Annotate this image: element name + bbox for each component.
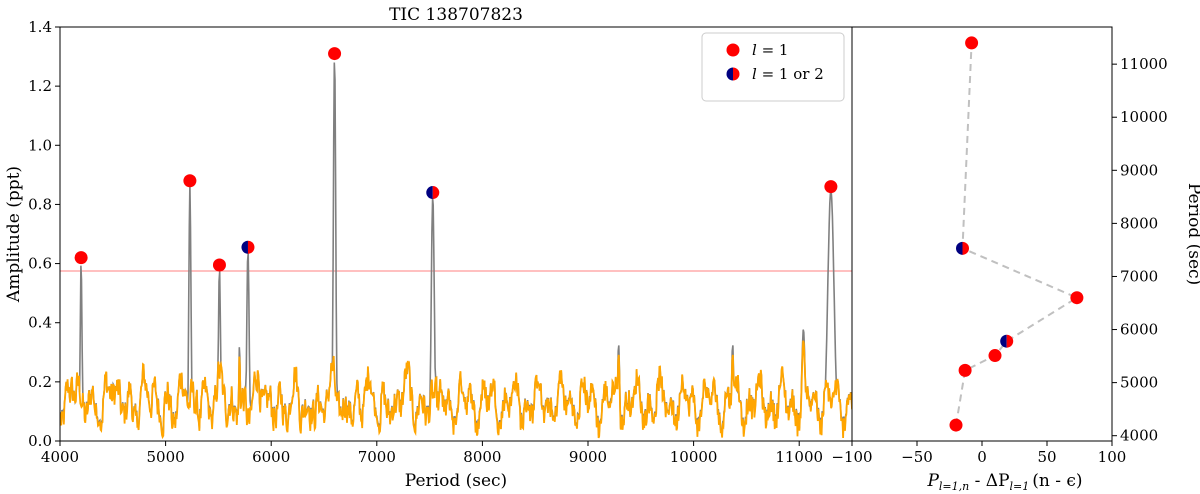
left-x-axis-label: Period (sec) xyxy=(405,471,507,491)
left-x-tick-label-1: 5000 xyxy=(147,448,185,466)
right-y-tick-label-7: 11000 xyxy=(1120,55,1168,73)
legend-marker-1-right-half xyxy=(733,67,740,81)
right-y-tick-label-5: 9000 xyxy=(1120,161,1158,179)
legend-symbol-1: l xyxy=(752,65,757,83)
peak-marker-5-left-half xyxy=(426,186,433,200)
left-x-tick-label-7: 11000 xyxy=(775,448,823,466)
echelle-point-2 xyxy=(988,349,1002,363)
right-y-tick-label-4: 8000 xyxy=(1120,214,1158,232)
peak-marker-5-right-half xyxy=(432,186,440,200)
echelle-point-6 xyxy=(965,36,979,50)
peak-marker-3 xyxy=(241,240,255,254)
echelle-point-3-left-half xyxy=(1000,334,1007,348)
right-x-tick-label-3: 50 xyxy=(1037,448,1056,466)
right-y-tick-label-3: 7000 xyxy=(1120,267,1158,285)
legend-symbol-0: l xyxy=(752,41,757,59)
right-y-tick-label-0: 4000 xyxy=(1120,427,1158,445)
left-x-ticks: 4000 5000 6000 7000 8000 9000 10000 11000 xyxy=(41,441,823,466)
right-x-tick-label-4: 100 xyxy=(1098,448,1127,466)
left-y-tick-label-1: 0.2 xyxy=(28,373,52,391)
echelle-point-3-right-half xyxy=(1006,334,1014,348)
legend-marker-0 xyxy=(726,43,740,57)
right-y-ticks: 4000 5000 6000 7000 8000 9000 10000 11000 xyxy=(1112,55,1168,445)
left-x-tick-label-2: 6000 xyxy=(252,448,290,466)
left-y-tick-label-3: 0.6 xyxy=(28,255,52,273)
right-y-tick-label-6: 10000 xyxy=(1120,108,1168,126)
left-y-tick-label-6: 1.2 xyxy=(28,77,52,95)
left-y-tick-label-5: 1.0 xyxy=(28,136,52,154)
legend-marker-0-dot xyxy=(726,43,740,57)
left-x-tick-label-6: 10000 xyxy=(670,448,718,466)
legend-label-0: l = 1 xyxy=(752,41,788,59)
peak-marker-5 xyxy=(426,186,440,200)
legend-marker-1-left-half xyxy=(726,67,733,81)
amplitude-spectrum-panel: TIC 138707823 4000 5000 6000 7000 8000 9000 10… xyxy=(4,5,853,491)
legend: l = 1l = 1 or 2 xyxy=(701,32,845,102)
peak-marker-2-dot xyxy=(212,258,226,272)
echelle-markers xyxy=(949,36,1084,432)
echelle-point-1-dot xyxy=(958,363,972,377)
left-x-tick-label-0: 4000 xyxy=(41,448,79,466)
echelle-point-4-dot xyxy=(1070,291,1084,305)
left-x-tick-label-3: 7000 xyxy=(358,448,396,466)
residual-spectrum-line xyxy=(60,340,852,440)
peak-marker-0-dot xyxy=(74,251,88,265)
peak-marker-0 xyxy=(74,251,88,265)
echelle-point-3 xyxy=(1000,334,1014,348)
left-y-tick-label-2: 0.4 xyxy=(28,314,52,332)
peak-marker-3-right-half xyxy=(247,240,255,254)
echelle-point-0 xyxy=(949,418,963,432)
peak-marker-4-dot xyxy=(328,47,342,61)
echelle-point-2-dot xyxy=(988,349,1002,363)
echelle-point-0-dot xyxy=(949,418,963,432)
left-y-ticks: 0.0 0.2 0.4 0.6 0.8 1.0 1.2 1.4 xyxy=(28,18,60,450)
echelle-point-1 xyxy=(958,363,972,377)
peak-marker-2 xyxy=(212,258,226,272)
echelle-point-5 xyxy=(956,241,970,255)
echelle-point-6-dot xyxy=(965,36,979,50)
right-y-axis-label: Period (sec) xyxy=(1184,183,1200,285)
echelle-point-4 xyxy=(1070,291,1084,305)
echelle-point-5-left-half xyxy=(956,241,963,255)
peak-marker-6 xyxy=(824,180,838,194)
left-y-tick-label-7: 1.4 xyxy=(28,18,52,36)
peak-marker-3-left-half xyxy=(241,240,248,254)
right-axes-frame xyxy=(851,26,1113,442)
right-x-tick-label-2: 0 xyxy=(977,448,987,466)
legend-label-1: l = 1 or 2 xyxy=(752,65,824,83)
right-x-tick-label-1: −50 xyxy=(901,448,933,466)
peak-marker-1-dot xyxy=(183,174,197,188)
right-y-tick-label-2: 6000 xyxy=(1120,321,1158,339)
right-x-tick-label-0: −100 xyxy=(831,448,872,466)
right-y-tick-label-1: 5000 xyxy=(1120,374,1158,392)
chart-title: TIC 138707823 xyxy=(389,5,523,25)
peak-marker-4 xyxy=(328,47,342,61)
echelle-panel: −100 −50 0 50 100 4000 5000 6000 7000 8000 9000 10… xyxy=(831,26,1200,493)
legend-marker-1 xyxy=(726,67,740,81)
legend-rest-0: = 1 xyxy=(757,41,789,59)
mode-markers xyxy=(74,47,838,272)
right-x-ticks: −100 −50 0 50 100 xyxy=(831,441,1126,466)
left-y-axis-label: Amplitude (ppt) xyxy=(4,166,24,303)
period-sequence-dashed-line xyxy=(955,42,1080,426)
right-x-axis-label: Pl=1,n - ΔPl=1 (n - ϵ) xyxy=(926,471,1082,493)
peak-marker-1 xyxy=(183,174,197,188)
legend-rest-1: = 1 or 2 xyxy=(757,65,824,83)
echelle-point-5-right-half xyxy=(962,241,970,255)
left-y-tick-label-4: 0.8 xyxy=(28,195,52,213)
left-x-tick-label-4: 8000 xyxy=(463,448,501,466)
left-y-tick-label-0: 0.0 xyxy=(28,432,52,450)
left-x-tick-label-5: 9000 xyxy=(569,448,607,466)
peak-marker-6-dot xyxy=(824,180,838,194)
